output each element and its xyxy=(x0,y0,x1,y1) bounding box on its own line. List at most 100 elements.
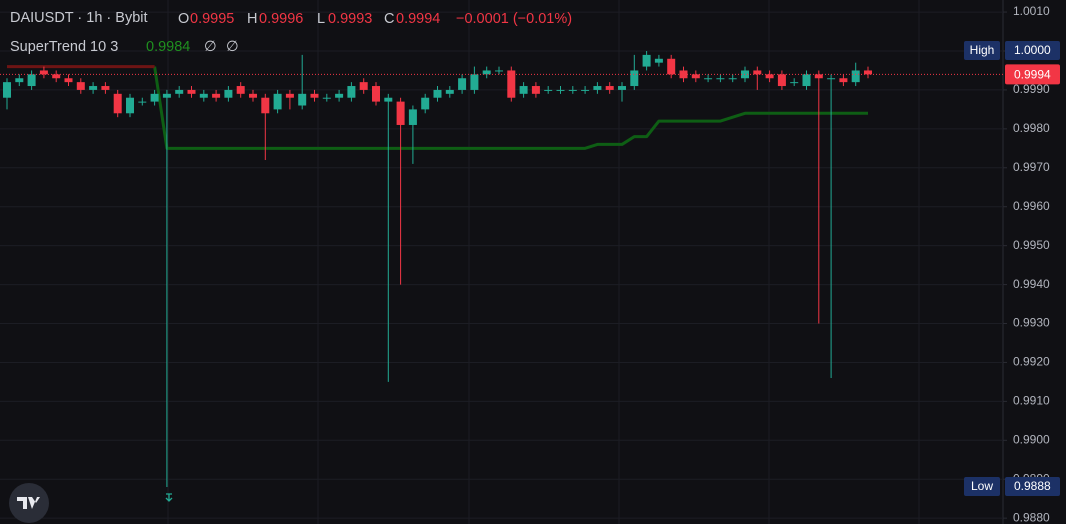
candle-body xyxy=(39,70,48,75)
y-tick-label: 0.9970 xyxy=(1013,160,1050,174)
candle-body xyxy=(605,86,614,90)
y-tick-label: 0.9950 xyxy=(1013,238,1050,252)
last-price-label: 0.9994 xyxy=(1014,68,1051,82)
candle-body xyxy=(654,58,663,63)
candle-body xyxy=(359,82,368,90)
ohlc-value: 0.9996 xyxy=(259,11,303,27)
ohlc-label: C xyxy=(384,11,394,27)
ohlc-value: 0.9995 xyxy=(190,11,234,27)
y-tick-label: 0.9900 xyxy=(1013,432,1050,446)
candle-body xyxy=(138,101,147,103)
logo[interactable] xyxy=(9,483,49,523)
ohlc-label: L xyxy=(317,11,325,27)
low-tag-value-box xyxy=(1005,477,1060,497)
candle-body xyxy=(162,93,171,98)
candle-body xyxy=(544,89,553,91)
candle-body xyxy=(89,86,98,90)
candle-body xyxy=(495,70,503,72)
candle-body xyxy=(519,86,528,94)
indicator-value: 0.9984 xyxy=(146,39,190,55)
candle-body xyxy=(113,93,122,114)
candle-body xyxy=(175,89,184,94)
indicator-name: SuperTrend 10 3 xyxy=(10,39,118,55)
high-tag-label: High xyxy=(970,43,995,57)
candle-body xyxy=(679,70,688,79)
candle-body xyxy=(507,70,516,98)
candle-body xyxy=(765,74,774,79)
change: −0.0001 (−0.01%) xyxy=(456,11,572,27)
candle-body xyxy=(642,54,651,67)
candle-body xyxy=(593,86,602,90)
candle-body xyxy=(236,86,245,94)
candle-body xyxy=(249,93,257,98)
y-tick-label: 0.9910 xyxy=(1013,394,1050,408)
candle-body xyxy=(581,89,590,91)
candle-body xyxy=(372,86,380,102)
candle-body xyxy=(64,78,73,83)
signal-marker xyxy=(165,493,173,502)
ohlc-value: 0.9993 xyxy=(328,11,372,27)
supertrend xyxy=(7,65,868,150)
candle-body xyxy=(777,74,786,87)
candle-body xyxy=(630,70,639,87)
ohlc-value: 0.9994 xyxy=(396,11,440,27)
indicator-icon: ∅ xyxy=(226,39,239,55)
candle-body xyxy=(704,78,713,80)
candle-body xyxy=(458,78,467,90)
candle-body xyxy=(814,74,823,79)
candle-body xyxy=(126,97,134,114)
candle-body xyxy=(531,86,540,94)
candle-body xyxy=(408,109,417,125)
supertrend-line xyxy=(153,66,868,150)
low-tag-box xyxy=(964,477,1000,497)
candle-body xyxy=(3,82,11,98)
candle-body xyxy=(347,86,356,98)
candle-body xyxy=(224,89,233,98)
candle-body xyxy=(851,70,860,83)
candle-body xyxy=(802,74,811,87)
last-price-tag xyxy=(1005,64,1060,85)
y-tick-label: 0.9940 xyxy=(1013,277,1050,291)
low-tag-value: 0.9888 xyxy=(1014,479,1051,493)
candle-body xyxy=(261,97,270,114)
candle-body xyxy=(76,82,85,90)
candles xyxy=(3,50,872,488)
y-tick-label: 1.0010 xyxy=(1013,4,1050,18)
low-tag-label: Low xyxy=(971,479,993,493)
logo-mark xyxy=(17,497,40,509)
candle-body xyxy=(753,70,762,75)
y-tick-label: 0.9960 xyxy=(1013,199,1050,213)
candle-body xyxy=(52,74,61,79)
candle-body xyxy=(827,78,836,80)
candle-body xyxy=(285,93,294,98)
candle-body xyxy=(187,89,196,94)
overlay: 0.9994 High 1.0000 Low 0.9888 xyxy=(0,40,1060,497)
candle-body xyxy=(667,58,676,75)
candle-body xyxy=(384,97,393,102)
candle-body xyxy=(298,93,307,106)
y-tick-label: 0.9990 xyxy=(1013,82,1050,96)
candle-body xyxy=(27,74,36,87)
candle-body xyxy=(322,97,331,99)
candle-body xyxy=(716,78,725,80)
candle-body xyxy=(396,101,405,125)
y-tick-label: 0.9980 xyxy=(1013,121,1050,135)
candle-body xyxy=(864,70,872,75)
candle-body xyxy=(728,78,737,80)
candle-body xyxy=(310,93,319,98)
ohlc-label: H xyxy=(247,11,257,27)
ohlc-label: O xyxy=(178,11,189,27)
high-tag-value: 1.0000 xyxy=(1014,43,1051,57)
candle-body xyxy=(470,74,479,90)
candle-body xyxy=(335,93,344,98)
candle-body xyxy=(618,86,626,90)
candle-body xyxy=(101,86,110,90)
y-tick-label: 0.9880 xyxy=(1013,510,1050,524)
y-tick-label: 0.9930 xyxy=(1013,316,1050,330)
candle-body xyxy=(482,70,491,75)
candle-body xyxy=(556,89,565,91)
candle-body xyxy=(199,93,208,98)
